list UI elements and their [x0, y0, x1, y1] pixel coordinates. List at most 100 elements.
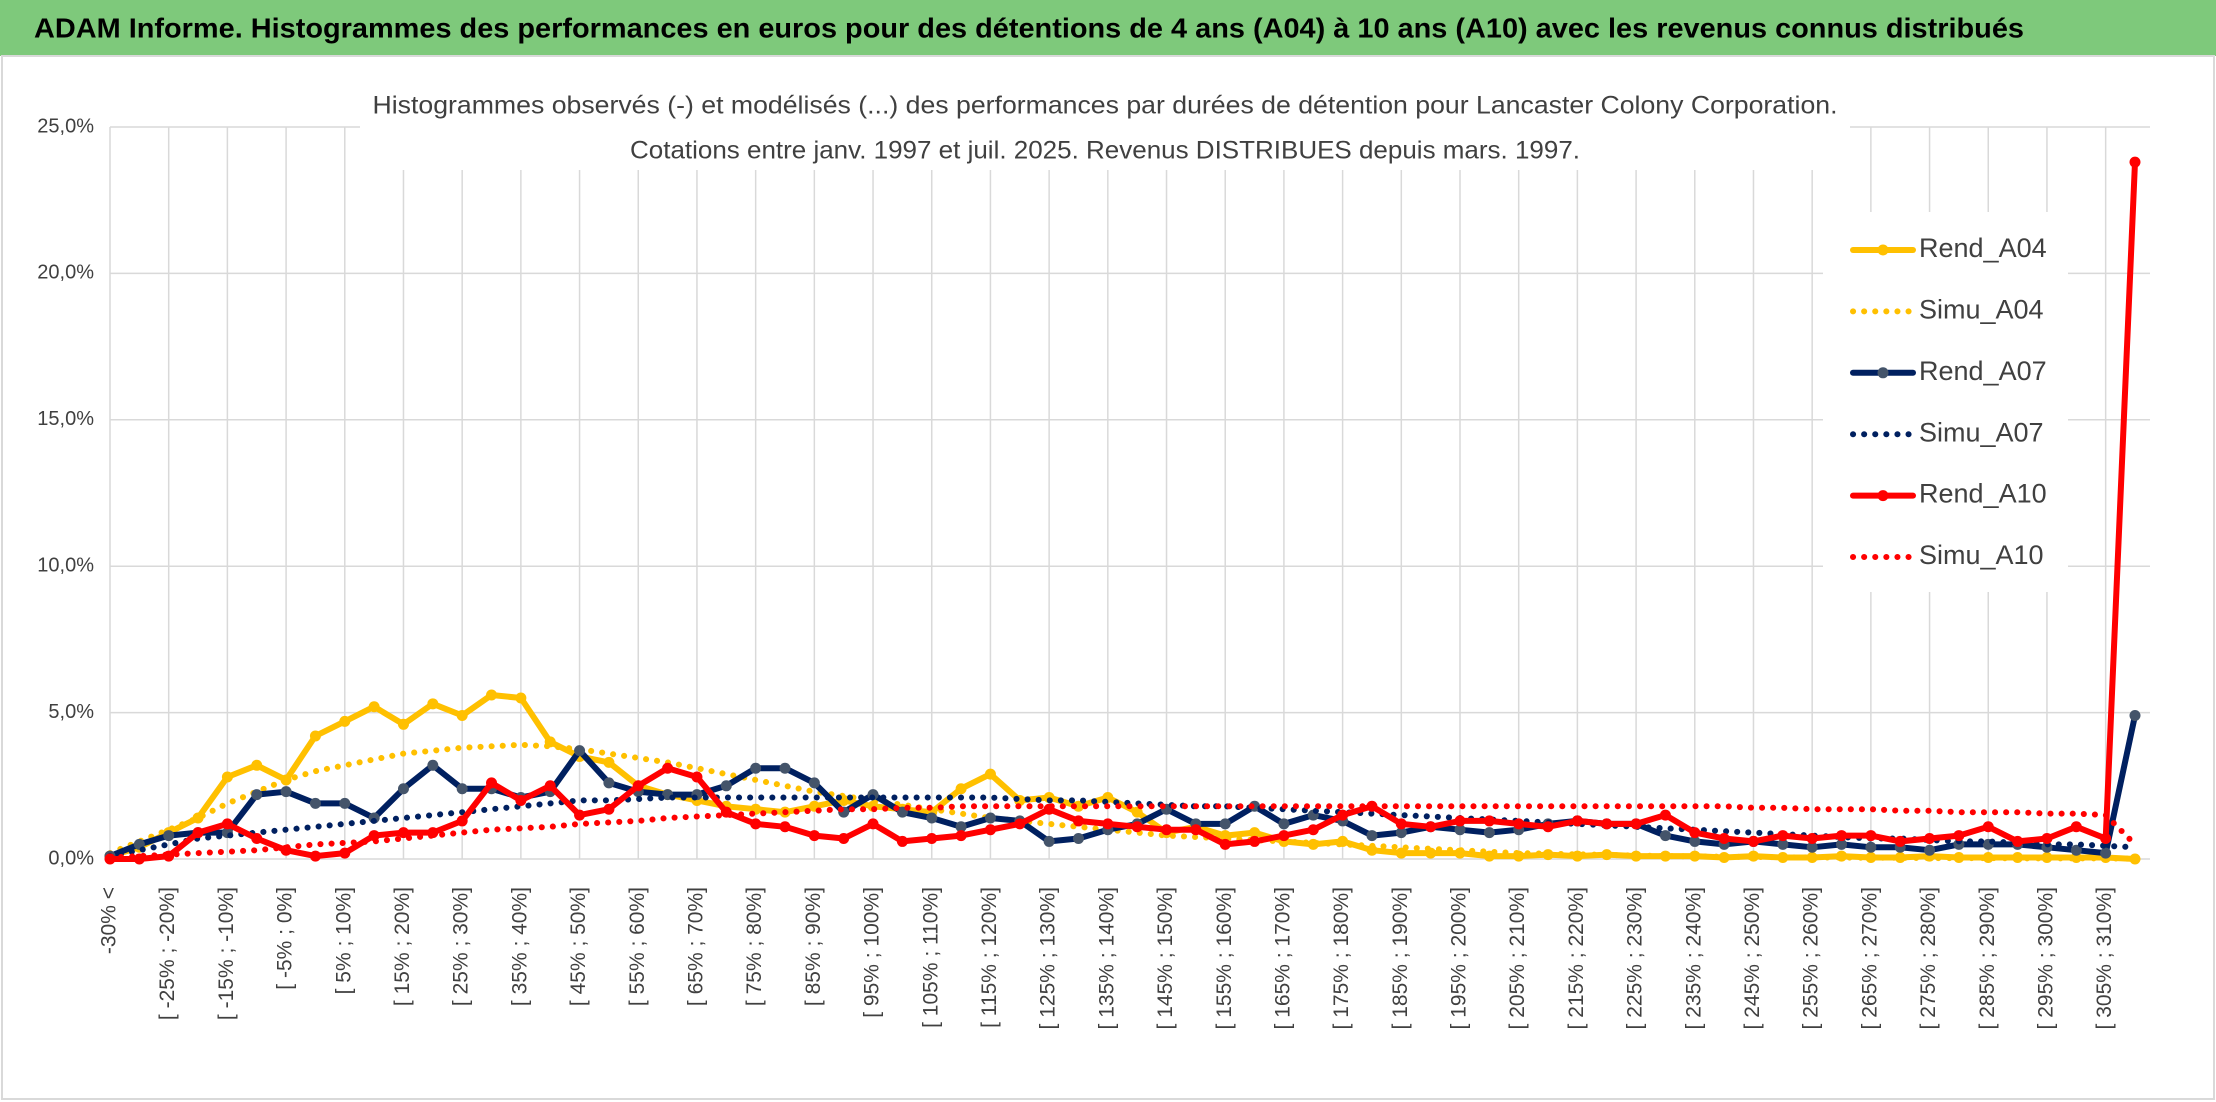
marker	[955, 783, 967, 795]
marker	[1689, 827, 1701, 839]
legend-label: Rend_A07	[1919, 356, 2047, 386]
marker	[1894, 835, 1906, 847]
marker	[1601, 818, 1613, 830]
x-tick-label: [ 195% ; 200%]	[1448, 887, 1471, 1029]
legend: Rend_A04 Simu_A04 Rend_A07 Simu_A07 Rend_A10…	[1850, 233, 2047, 570]
chart-title: ADAM Informe. Histogrammes des performan…	[34, 12, 2024, 43]
marker	[779, 821, 791, 833]
marker	[2070, 821, 2082, 833]
marker	[2129, 710, 2141, 722]
marker	[955, 821, 967, 833]
x-tick-label: [ 65% ; 70%]	[685, 887, 708, 1006]
marker	[926, 833, 938, 845]
marker	[984, 824, 996, 836]
marker	[192, 827, 204, 839]
marker	[2100, 847, 2112, 859]
marker	[632, 780, 644, 792]
marker	[1747, 835, 1759, 847]
x-tick-label: [ 25% ; 30%]	[450, 887, 473, 1006]
x-tick-label: [ 175% ; 180%]	[1330, 887, 1353, 1029]
marker	[1454, 815, 1466, 827]
x-tick-label: [ -15% ; -10%]	[215, 887, 238, 1020]
marker	[955, 830, 967, 842]
marker	[1689, 835, 1701, 847]
x-tick-label: [ 15% ; 20%]	[391, 887, 414, 1006]
marker	[515, 794, 527, 806]
marker	[1777, 830, 1789, 842]
marker	[309, 730, 321, 742]
marker	[1630, 818, 1642, 830]
marker	[427, 759, 439, 771]
marker	[2041, 833, 2053, 845]
marker	[720, 780, 732, 792]
marker	[1836, 838, 1848, 850]
marker	[1718, 833, 1730, 845]
x-tick-label: [ 115% ; 120%]	[978, 887, 1001, 1028]
marker	[1072, 800, 1084, 812]
marker	[1395, 818, 1407, 830]
marker	[1894, 852, 1906, 864]
y-tick-label: 5,0%	[48, 701, 94, 723]
marker	[221, 771, 233, 783]
x-tick-label: [ 75% ; 80%]	[743, 887, 766, 1006]
legend-label: Simu_A04	[1919, 295, 2044, 325]
marker	[397, 783, 409, 795]
x-tick-label: [ 225% ; 230%]	[1624, 887, 1647, 1029]
marker	[486, 777, 498, 789]
marker	[1865, 841, 1877, 853]
series-layer	[104, 156, 2141, 865]
marker	[1571, 815, 1583, 827]
marker	[368, 701, 380, 713]
x-tick-label: [ 85% ; 90%]	[802, 887, 825, 1006]
x-tick-label: [ 275% ; 280%]	[1917, 887, 1940, 1029]
y-tick-label: 0,0%	[48, 847, 94, 869]
marker	[808, 830, 820, 842]
y-tick-label: 20,0%	[37, 262, 94, 284]
x-tick-label: [ 185% ; 190%]	[1389, 887, 1412, 1029]
marker	[1865, 830, 1877, 842]
marker	[309, 797, 321, 809]
marker	[1806, 841, 1818, 853]
x-tick-label: [ 5% ; 10%]	[332, 887, 355, 994]
line	[107, 159, 2138, 862]
marker	[574, 809, 586, 821]
marker	[251, 833, 263, 845]
marker	[984, 768, 996, 780]
marker	[2129, 853, 2141, 865]
marker	[397, 718, 409, 730]
x-tick-label: [ 135% ; 140%]	[1095, 887, 1118, 1029]
marker	[163, 830, 175, 842]
x-tick-label: [ 265% ; 270%]	[1858, 887, 1881, 1029]
x-tick-label: [ 155% ; 160%]	[1213, 887, 1236, 1029]
x-tick-label: [ 105% ; 110%]	[919, 887, 942, 1028]
marker	[1131, 821, 1143, 833]
marker	[397, 827, 409, 839]
marker	[603, 777, 615, 789]
marker	[838, 833, 850, 845]
marker	[1072, 833, 1084, 845]
x-tick-label: [ 95% ; 100%]	[861, 887, 884, 1018]
legend-marker	[1877, 367, 1889, 379]
marker	[1982, 852, 1994, 864]
grid: 0,0% 5,0% 10,0% 15,0% 20,0% 25,0% -30% < [ -25%…	[37, 115, 2150, 1029]
marker	[251, 759, 263, 771]
marker	[1395, 827, 1407, 839]
x-tick-label: [ 125% ; 130%]	[1037, 887, 1060, 1029]
marker	[1278, 830, 1290, 842]
x-tick-label: -30% <	[98, 887, 121, 954]
marker	[1454, 824, 1466, 836]
x-tick-label: [ 285% ; 290%]	[1976, 887, 1999, 1029]
marker	[603, 756, 615, 768]
dotted-line	[107, 803, 2138, 861]
marker	[1337, 809, 1349, 821]
legend-marker	[1877, 490, 1889, 502]
marker	[2129, 156, 2141, 168]
marker	[2070, 844, 2082, 856]
marker	[1190, 824, 1202, 836]
marker	[984, 812, 996, 824]
marker	[1924, 833, 1936, 845]
marker	[456, 710, 468, 722]
marker	[1219, 818, 1231, 830]
marker	[1836, 830, 1848, 842]
